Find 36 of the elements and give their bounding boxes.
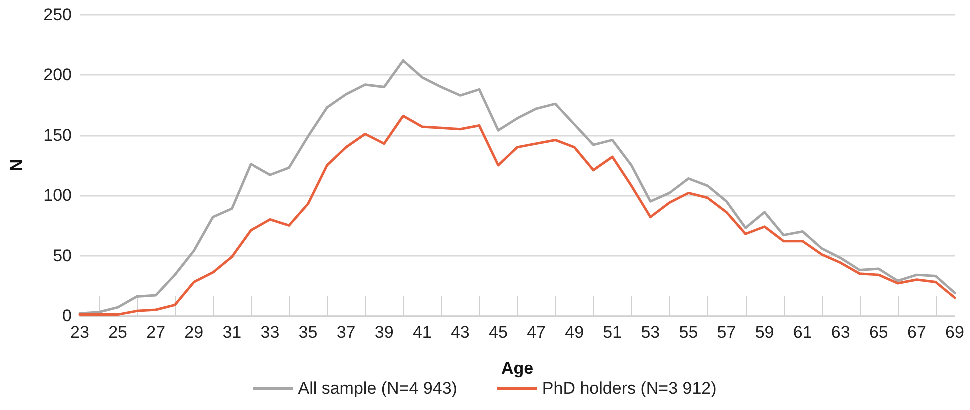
x-tick-label: 29 — [184, 323, 204, 342]
x-tick-label: 35 — [298, 323, 318, 342]
x-tick-label: 57 — [717, 323, 736, 342]
x-tick-label: 55 — [679, 323, 698, 342]
x-tick-label: 37 — [336, 323, 356, 342]
x-tick-label: 27 — [146, 323, 166, 342]
x-tick-label: 43 — [450, 323, 470, 342]
line-series — [78, 60, 956, 315]
x-tick-label: 31 — [222, 323, 242, 342]
x-tick-label: 45 — [489, 323, 508, 342]
y-tick-label: 100 — [44, 186, 72, 206]
legend-label: All sample (N=4 943) — [298, 379, 458, 398]
x-tick-label: 49 — [565, 323, 584, 342]
y-tick-label: 150 — [44, 126, 72, 145]
x-tick-label: 53 — [641, 323, 660, 342]
x-tick-label: 23 — [70, 323, 90, 342]
x-tick-label: 39 — [374, 323, 394, 342]
x-tick-label: 51 — [603, 323, 622, 342]
x-tick-label: 69 — [946, 323, 964, 342]
legend-label: PhD holders (N=3 912) — [542, 379, 717, 398]
y-axis-title: N — [7, 159, 26, 172]
x-tick-label: 47 — [527, 323, 546, 342]
x-tick-label: 25 — [108, 323, 128, 342]
x-axis-title: Age — [501, 359, 534, 378]
x-tick-label: 67 — [907, 323, 926, 342]
y-tick-label: 250 — [44, 6, 72, 24]
x-tick-label: 65 — [869, 323, 888, 342]
x-tick-label: 33 — [260, 323, 280, 342]
y-tick-label: 0 — [62, 306, 72, 326]
y-tick-label: 200 — [44, 66, 72, 85]
y-tick-label: 50 — [53, 246, 72, 266]
x-tick-label: 61 — [793, 323, 812, 342]
x-tick-label: 63 — [831, 323, 850, 342]
x-tick-label: 41 — [412, 323, 432, 342]
x-tick-label: 59 — [755, 323, 774, 342]
line-series — [78, 114, 956, 316]
